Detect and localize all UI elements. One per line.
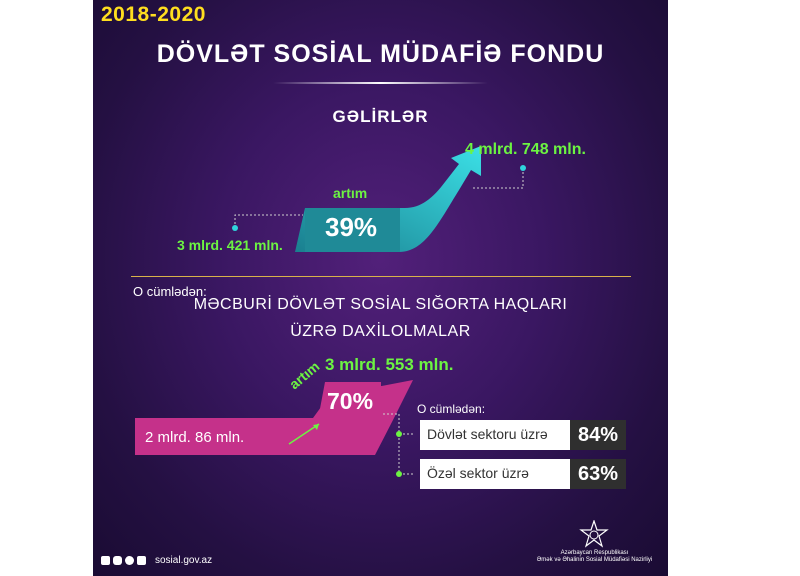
growth-trend-line [288, 423, 320, 445]
website-link[interactable]: sosial.gov.az [155, 555, 213, 566]
insurance-section-title: MƏCBURİ DÖVLƏT SOSİAL SIĞORTA HAQLARI ÜZ… [93, 291, 668, 345]
connector-dot-2 [396, 471, 402, 477]
growth-trend-arrowhead [313, 424, 319, 430]
ministry-logo [579, 520, 609, 548]
insurance-growth-graphic [135, 380, 415, 477]
insurance-title-line1: MƏCBURİ DÖVLƏT SOSİAL SIĞORTA HAQLARI [193, 296, 568, 313]
youtube-icon[interactable] [125, 556, 134, 565]
sector-percent: 63% [570, 459, 626, 489]
sector-row-public: Dövlət sektoru üzrə 84% [420, 420, 626, 450]
income-start-value: 3 mlrd. 421 mln. [177, 237, 283, 253]
title-underline [273, 82, 488, 84]
income-end-value: 4 mlrd. 748 mln. [465, 141, 586, 158]
facebook-icon[interactable] [101, 556, 110, 565]
sector-row-private: Özəl sektor üzrə 63% [420, 459, 626, 489]
connector-dot-1 [396, 431, 402, 437]
income-growth-label: artım [333, 185, 368, 201]
of-which-label: O cümlədən: [133, 284, 207, 299]
insurance-title-line2: ÜZRƏ DAXİLOLMALAR [290, 323, 471, 340]
end-connector [473, 170, 524, 189]
sectors-of-which-label: O cümlədən: [417, 402, 486, 416]
sector-name: Dövlət sektoru üzrə [427, 426, 548, 442]
insurance-end-value: 3 mlrd. 553 mln. [325, 355, 454, 374]
twitter-icon[interactable] [137, 556, 146, 565]
insurance-growth-box [319, 382, 381, 414]
end-dot [520, 165, 526, 171]
years-label: 2018-2020 [101, 3, 206, 26]
infographic-card: 2018-2020 DÖVLƏT SOSİAL MÜDAFİƏ FONDU GƏ… [93, 0, 668, 576]
growth-bar [305, 208, 400, 252]
sector-connector-1 [383, 413, 415, 435]
income-growth-graphic [232, 146, 526, 252]
sector-connector-2 [398, 434, 415, 475]
page-title: DÖVLƏT SOSİAL MÜDAFİƏ FONDU [156, 40, 605, 68]
ministry-line1: Azərbaycan Respublikası [560, 550, 629, 556]
sector-percent: 84% [570, 420, 626, 450]
income-section-title: GƏLİRLƏR [332, 107, 429, 126]
sector-name: Özəl sektor üzrə [427, 465, 529, 481]
income-growth-value: 39% [325, 212, 378, 242]
ministry-name: Azərbaycan Respublikası Əmək və Əhalinin… [527, 550, 662, 564]
start-dot [232, 225, 238, 231]
instagram-icon[interactable] [113, 556, 122, 565]
insurance-growth-value: 70% [327, 388, 374, 414]
section-divider [131, 276, 631, 277]
ministry-line2: Əmək və Əhalinin Sosial Müdafiəsi Nazirl… [536, 557, 653, 563]
start-connector [234, 214, 303, 228]
insurance-start-value: 2 mlrd. 86 mln. [145, 429, 245, 446]
